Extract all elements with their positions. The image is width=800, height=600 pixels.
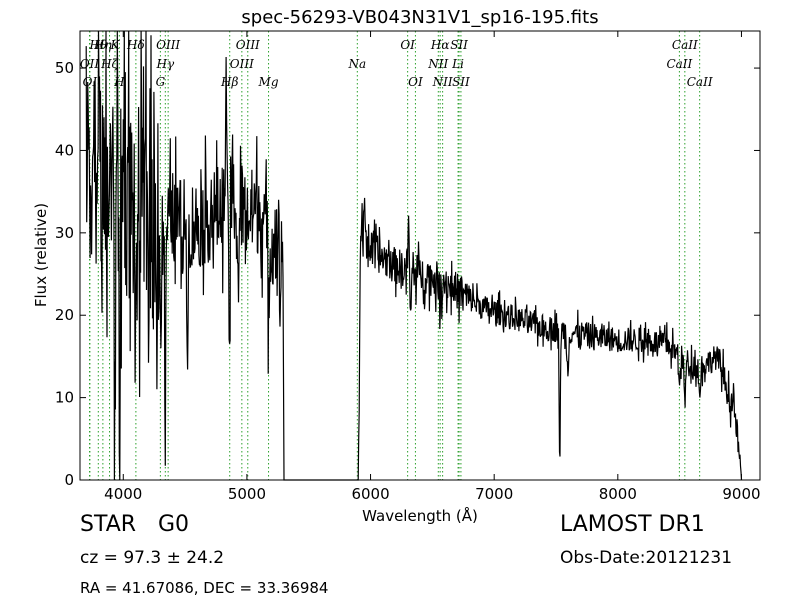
spectral-line-label: Li	[451, 57, 464, 71]
spectral-line-label: Hζ	[100, 57, 119, 71]
y-tick-label: 0	[64, 471, 74, 489]
spectral-line-label: Na	[347, 57, 366, 71]
spectral-line-label: Hδ	[126, 38, 145, 52]
object-subclass: G0	[158, 512, 190, 537]
spectral-line-label: OIII	[230, 57, 254, 71]
x-tick-label: 9000	[722, 485, 760, 503]
y-tick-label: 20	[55, 306, 74, 324]
spectrum-line	[85, 30, 743, 481]
spectral-line-label: H	[113, 75, 125, 89]
spectral-line-label: NII	[427, 57, 448, 71]
spectral-line-label: G	[156, 75, 166, 89]
chart-title: spec-56293-VB043N31V1_sp16-195.fits	[241, 7, 598, 28]
spectral-line-label: OI	[408, 75, 423, 89]
x-axis-ticks: 4000 5000 6000 7000 8000 9000	[104, 31, 761, 503]
spectral-line-label: K	[110, 38, 121, 52]
spectral-line-label: OII	[80, 57, 100, 71]
spectral-line-labels: OIIOIHθHηHζKHHδGHγOIIIHβOIIIOIIIMgNaOIOI…	[80, 38, 713, 89]
spectral-line-label: CaII	[672, 38, 698, 52]
spectral-line-label: SII	[452, 75, 470, 89]
redshift-value: cz = 97.3 ± 24.2	[80, 548, 225, 568]
x-tick-label: 4000	[104, 485, 142, 503]
survey-name: LAMOST DR1	[560, 512, 705, 537]
x-tick-label: 5000	[228, 485, 266, 503]
spectral-line-label: Hα	[430, 38, 450, 52]
y-axis-ticks: 0 10 20 30 40 50	[55, 59, 760, 489]
spectral-line-label: SII	[450, 38, 468, 52]
y-tick-label: 10	[55, 389, 74, 407]
x-tick-label: 7000	[475, 485, 513, 503]
spectral-line-label: CaII	[666, 57, 692, 71]
x-axis-label: Wavelength (Å)	[362, 506, 478, 525]
spectral-line-label: Hβ	[220, 75, 238, 89]
sky-coordinates: RA = 41.67086, DEC = 33.36984	[80, 579, 329, 597]
spectral-line-label: Hγ	[155, 57, 174, 71]
spectral-line-label: OI	[400, 38, 415, 52]
observation-date: Obs-Date:20121231	[560, 548, 733, 568]
x-tick-label: 8000	[599, 485, 637, 503]
object-class: STAR	[80, 512, 137, 537]
y-tick-label: 40	[55, 141, 74, 159]
spectral-line-label: Mg	[258, 75, 279, 89]
y-tick-label: 50	[55, 59, 74, 77]
y-axis-label: Flux (relative)	[32, 203, 50, 307]
spectral-line-label: OIII	[156, 38, 180, 52]
spectral-line-label: OIII	[236, 38, 260, 52]
plot-frame	[79, 30, 761, 481]
x-tick-label: 6000	[351, 485, 389, 503]
spectral-line-label: CaII	[687, 75, 713, 89]
y-tick-label: 30	[55, 224, 74, 242]
spectral-line-label: NII	[432, 75, 453, 89]
